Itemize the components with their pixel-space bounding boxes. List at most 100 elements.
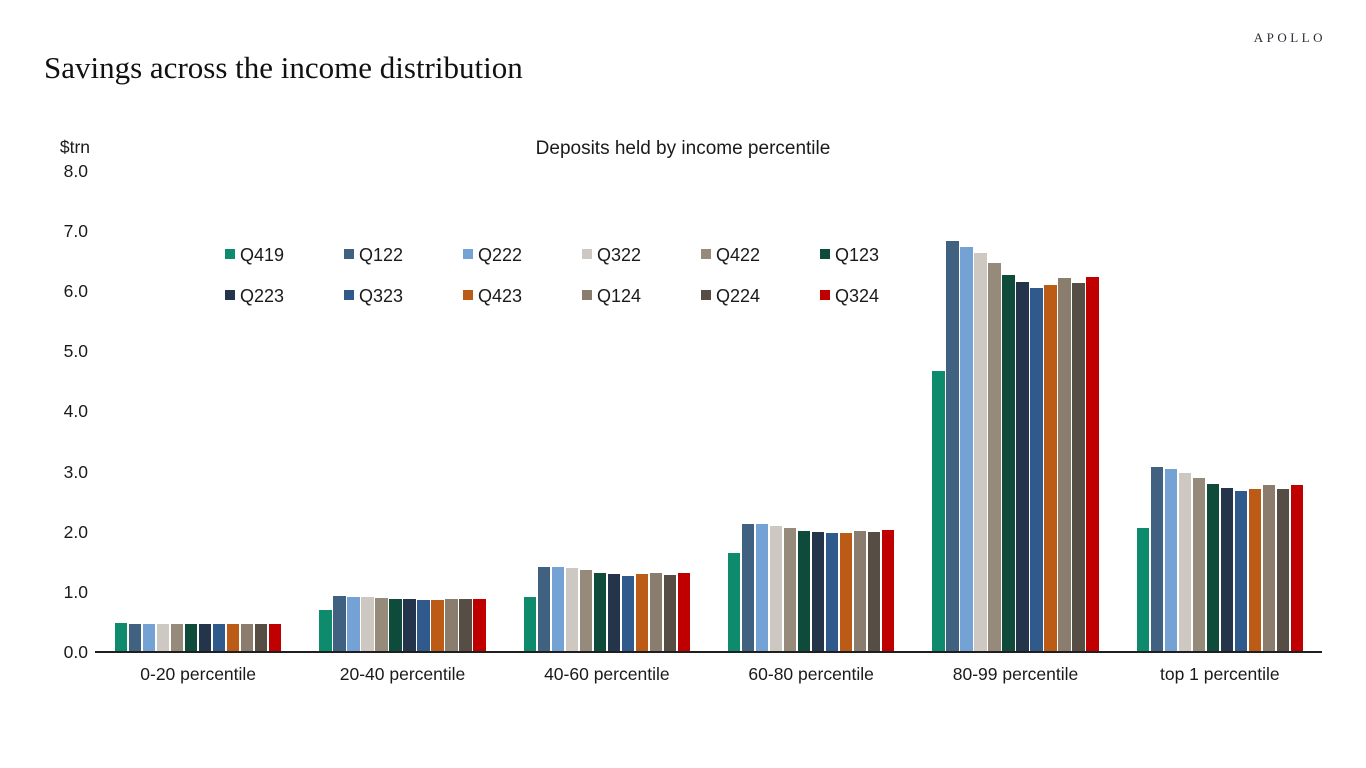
legend-swatch-icon xyxy=(582,290,592,300)
bar-q124-1 xyxy=(240,624,254,652)
bar-q224-3 xyxy=(663,575,677,652)
bar-q423-3 xyxy=(635,574,649,652)
bar-q123-5 xyxy=(1002,275,1015,652)
legend-label: Q323 xyxy=(359,286,404,306)
y-axis-tick-label: 6.0 xyxy=(63,281,88,302)
bar-q419-6 xyxy=(1136,528,1150,652)
bar-q122-6 xyxy=(1150,467,1164,652)
bar-q223-4 xyxy=(811,532,825,652)
legend-label: Q224 xyxy=(716,286,761,306)
bar-q422-5 xyxy=(988,263,1001,652)
bar-q324-1 xyxy=(268,624,282,652)
bar-q323-4 xyxy=(825,532,839,652)
bar-q123-4 xyxy=(797,531,811,652)
y-axis-tick-label: 2.0 xyxy=(63,521,88,542)
bar-q222-1 xyxy=(142,624,156,652)
bar-q423-6 xyxy=(1248,488,1262,652)
bar-q123-6 xyxy=(1206,484,1220,652)
bar-q124-2 xyxy=(445,599,458,652)
bar-q124-5 xyxy=(1058,277,1071,652)
legend-swatch-icon xyxy=(463,249,473,259)
bar-q322-1 xyxy=(156,624,170,652)
bar-q419-2 xyxy=(319,609,332,652)
legend-label: Q223 xyxy=(240,286,285,306)
bar-q223-6 xyxy=(1220,488,1234,652)
legend-swatch-icon xyxy=(701,249,711,259)
y-axis-tick-label: 3.0 xyxy=(63,461,88,482)
bar-q224-5 xyxy=(1072,283,1085,652)
legend-label: Q122 xyxy=(359,245,404,265)
bar-q324-2 xyxy=(473,599,486,652)
bar-q324-5 xyxy=(1086,277,1099,652)
y-axis-tick-label: 7.0 xyxy=(63,220,88,241)
y-axis-unit-label: $trn xyxy=(59,137,90,157)
x-axis-line xyxy=(95,651,1322,653)
legend-label: Q422 xyxy=(716,245,761,265)
x-axis-label: 20-40 percentile xyxy=(339,664,466,684)
bar-q122-5 xyxy=(946,241,959,652)
bar-q419-5 xyxy=(932,371,945,652)
bar-q423-2 xyxy=(431,600,444,652)
bar-q423-4 xyxy=(839,532,853,652)
bar-q222-4 xyxy=(755,523,769,652)
legend-swatch-icon xyxy=(225,290,235,300)
bar-q123-2 xyxy=(389,599,402,652)
x-axis-label: 40-60 percentile xyxy=(544,664,670,684)
legend-swatch-icon xyxy=(344,249,354,259)
bar-q123-1 xyxy=(184,624,198,652)
bar-q422-2 xyxy=(375,597,388,652)
legend-label: Q322 xyxy=(597,245,642,265)
bar-q224-1 xyxy=(254,624,268,652)
bar-q322-4 xyxy=(769,526,783,652)
bar-q122-1 xyxy=(128,624,142,652)
apollo-logo: APOLLO xyxy=(1253,30,1326,45)
bar-q323-3 xyxy=(621,575,635,652)
bar-q422-4 xyxy=(783,528,797,652)
bar-q322-6 xyxy=(1178,473,1192,652)
bar-q122-4 xyxy=(741,523,755,652)
bar-q222-5 xyxy=(960,246,973,652)
bar-q222-6 xyxy=(1164,469,1178,652)
x-axis-label: 60-80 percentile xyxy=(748,664,874,684)
legend-swatch-icon xyxy=(820,290,830,300)
bar-q224-6 xyxy=(1276,488,1290,652)
x-axis-label: top 1 percentile xyxy=(1159,664,1280,684)
y-axis-tick-label: 1.0 xyxy=(63,581,88,602)
bar-q422-6 xyxy=(1192,478,1206,652)
bar-q222-2 xyxy=(347,597,360,652)
bar-q324-6 xyxy=(1290,485,1304,652)
bar-q123-3 xyxy=(593,572,607,652)
bar-q122-2 xyxy=(333,596,346,652)
bar-q322-5 xyxy=(974,253,987,652)
bar-q223-2 xyxy=(403,599,416,652)
legend-swatch-icon xyxy=(225,249,235,259)
y-axis-tick-label: 8.0 xyxy=(63,160,88,181)
y-axis-tick-label: 0.0 xyxy=(63,642,88,662)
bar-q323-1 xyxy=(212,624,226,652)
bar-q423-5 xyxy=(1044,285,1057,652)
legend-label: Q222 xyxy=(478,245,523,265)
bar-q419-1 xyxy=(114,623,128,652)
bar-q323-6 xyxy=(1234,491,1248,652)
bar-q419-4 xyxy=(727,553,741,652)
bar-q223-5 xyxy=(1016,282,1029,652)
bar-q324-4 xyxy=(881,530,895,652)
bar-q124-4 xyxy=(853,531,867,652)
legend-swatch-icon xyxy=(820,249,830,259)
bar-q323-5 xyxy=(1030,288,1043,652)
bar-q324-3 xyxy=(677,573,691,652)
bar-q423-1 xyxy=(226,624,240,652)
bar-q224-2 xyxy=(459,599,472,652)
bar-q222-3 xyxy=(551,566,565,652)
legend-label: Q123 xyxy=(835,245,880,265)
page-title: Savings across the income distribution xyxy=(44,50,523,85)
bar-q223-3 xyxy=(607,573,621,652)
bar-q124-3 xyxy=(649,573,663,652)
bar-q124-6 xyxy=(1262,485,1276,652)
bar-q322-3 xyxy=(565,567,579,652)
legend-label: Q419 xyxy=(240,245,285,265)
bar-q419-3 xyxy=(523,596,537,652)
legend-swatch-icon xyxy=(463,290,473,300)
legend-label: Q124 xyxy=(597,286,642,306)
